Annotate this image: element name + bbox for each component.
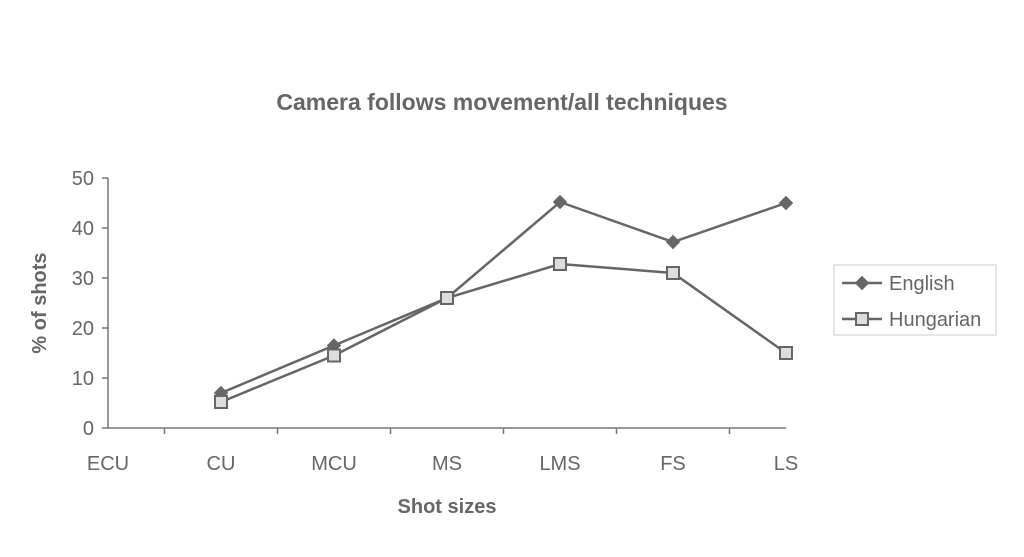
data-point	[440, 291, 454, 305]
data-point	[778, 195, 794, 211]
y-tick-label: 0	[83, 418, 94, 440]
data-point	[214, 395, 228, 409]
legend: English Hungarian	[833, 264, 997, 336]
x-axis-title: Shot sizes	[398, 496, 497, 518]
legend-item: English	[842, 273, 955, 295]
legend-marker	[854, 275, 870, 291]
data-point	[553, 257, 567, 271]
x-tick-label: MS	[432, 453, 462, 475]
x-tick-label: ECU	[87, 453, 129, 475]
legend-items: English Hungarian	[842, 273, 981, 331]
y-tick-label: 30	[72, 268, 94, 290]
data-point	[779, 346, 793, 360]
data-point	[552, 194, 568, 210]
y-tick-label: 10	[72, 368, 94, 390]
y-tick-label: 40	[72, 218, 94, 240]
x-ticks: ECU CU MCU MS LMS FS LS	[87, 428, 798, 475]
legend-label: Hungarian	[889, 309, 981, 331]
y-axis-title: % of shots	[29, 252, 51, 353]
legend-label: English	[889, 273, 955, 295]
y-tick-label: 20	[72, 318, 94, 340]
y-ticks: 0 10 20 30 40 50	[72, 168, 108, 440]
x-tick-label: MCU	[311, 453, 357, 475]
y-tick-label: 50	[72, 168, 94, 190]
data-point	[665, 234, 681, 250]
series-line	[220, 262, 787, 404]
series-hungarian	[214, 257, 793, 409]
legend-marker	[855, 312, 869, 326]
data-point	[327, 348, 341, 363]
x-tick-label: LS	[774, 453, 798, 475]
x-tick-label: FS	[660, 453, 686, 475]
chart-title: Camera follows movement/all techniques	[276, 89, 727, 115]
plot-area: 0 10 20 30 40 50 ECU CU MCU MS LMS FS LS	[72, 168, 798, 475]
legend-item: Hungarian	[842, 309, 981, 331]
series-line	[220, 200, 787, 395]
x-tick-label: CU	[207, 453, 236, 475]
data-point	[666, 266, 680, 280]
series-layer	[213, 194, 794, 409]
x-tick-label: LMS	[539, 453, 580, 475]
